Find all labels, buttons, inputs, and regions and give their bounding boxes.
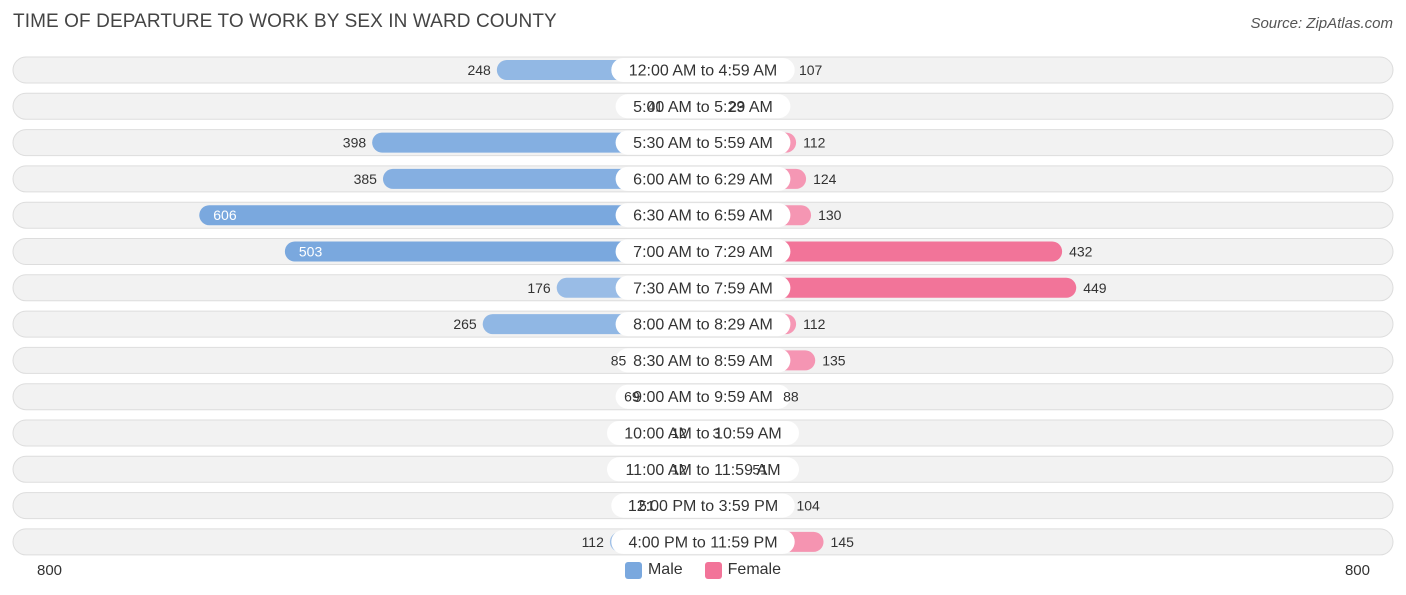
category-label: 12:00 AM to 4:59 AM (629, 63, 778, 80)
source-label: Source: ZipAtlas.com (1250, 15, 1393, 32)
value-label-male: 69 (624, 389, 640, 405)
value-label-male: 398 (343, 135, 367, 151)
legend-item-male[interactable]: Male (624, 561, 683, 579)
category-label-bg (607, 421, 799, 445)
bar-male (199, 205, 703, 226)
value-label-male: 85 (611, 352, 627, 368)
category-label: 11:00 AM to 11:59 AM (625, 462, 780, 479)
category-label-bg (615, 166, 791, 191)
bar-female (703, 241, 1063, 262)
category-label-bg (611, 493, 795, 518)
value-label-female: 145 (831, 534, 855, 550)
value-label-female: 88 (783, 389, 799, 405)
category-label-bg (615, 203, 791, 228)
category-label: 9:00 AM to 9:59 AM (633, 389, 773, 406)
value-label-female: 449 (1083, 280, 1107, 296)
legend: Male Female (0, 561, 1406, 579)
value-label-female: 124 (813, 171, 837, 187)
category-label: 5:00 AM to 5:29 AM (633, 99, 773, 116)
category-label: 7:30 AM to 7:59 AM (633, 280, 773, 297)
category-label-bg (615, 348, 791, 373)
value-label-male: 112 (582, 534, 605, 550)
category-label: 6:00 AM to 6:29 AM (633, 171, 773, 188)
value-label-female: 112 (803, 135, 826, 151)
value-label-female: 51 (752, 461, 768, 477)
value-label-male: 606 (213, 207, 237, 223)
legend-swatch-female (704, 561, 722, 579)
value-label-male: 51 (639, 498, 655, 514)
category-label: 5:30 AM to 5:59 AM (633, 135, 773, 152)
category-label: 7:00 AM to 7:29 AM (633, 244, 773, 261)
bar-male (284, 241, 703, 262)
category-label-bg (615, 312, 791, 337)
value-label-male: 248 (467, 62, 491, 78)
category-label-bg (611, 58, 795, 82)
category-label-bg (607, 457, 799, 482)
value-label-female: 104 (796, 498, 820, 514)
value-label-female: 112 (803, 316, 826, 332)
category-label: 10:00 AM to 10:59 AM (624, 426, 781, 443)
value-label-male: 12 (671, 425, 687, 441)
axis-right-label: 800 (1344, 562, 1370, 579)
value-label-male: 265 (453, 316, 477, 332)
value-label-female: 432 (1069, 244, 1093, 260)
category-label-bg (615, 239, 791, 264)
category-label-bg (615, 130, 791, 155)
value-label-female: 135 (822, 352, 846, 368)
value-label-male: 385 (354, 171, 378, 187)
legend-swatch-male (624, 561, 642, 579)
category-label-bg (615, 94, 791, 119)
value-label-male: 41 (647, 98, 663, 114)
legend-label-female: Female (727, 561, 782, 578)
bar-female (703, 277, 1077, 298)
value-label-female: 130 (818, 207, 842, 223)
category-label: 4:00 PM to 11:59 PM (628, 534, 777, 551)
category-label-bg (615, 384, 791, 409)
category-label: 6:30 AM to 6:59 AM (633, 208, 773, 225)
category-label: 8:00 AM to 8:29 AM (633, 317, 773, 334)
axis-left-label: 800 (37, 562, 63, 579)
category-label-bg (615, 275, 791, 300)
legend-item-female[interactable]: Female (704, 561, 782, 579)
value-label-female: 3 (712, 425, 720, 441)
value-label-male: 503 (299, 244, 323, 260)
category-label: 8:30 AM to 8:59 AM (633, 353, 773, 370)
value-label-female: 107 (799, 62, 823, 78)
value-label-male: 12 (671, 461, 687, 477)
value-label-female: 23 (729, 98, 745, 114)
chart-title: TIME OF DEPARTURE TO WORK BY SEX IN WARD… (13, 11, 557, 32)
value-label-male: 176 (527, 280, 551, 296)
category-label-bg (611, 529, 795, 554)
legend-label-male: Male (647, 561, 683, 578)
category-label: 12:00 PM to 3:59 PM (628, 498, 778, 515)
